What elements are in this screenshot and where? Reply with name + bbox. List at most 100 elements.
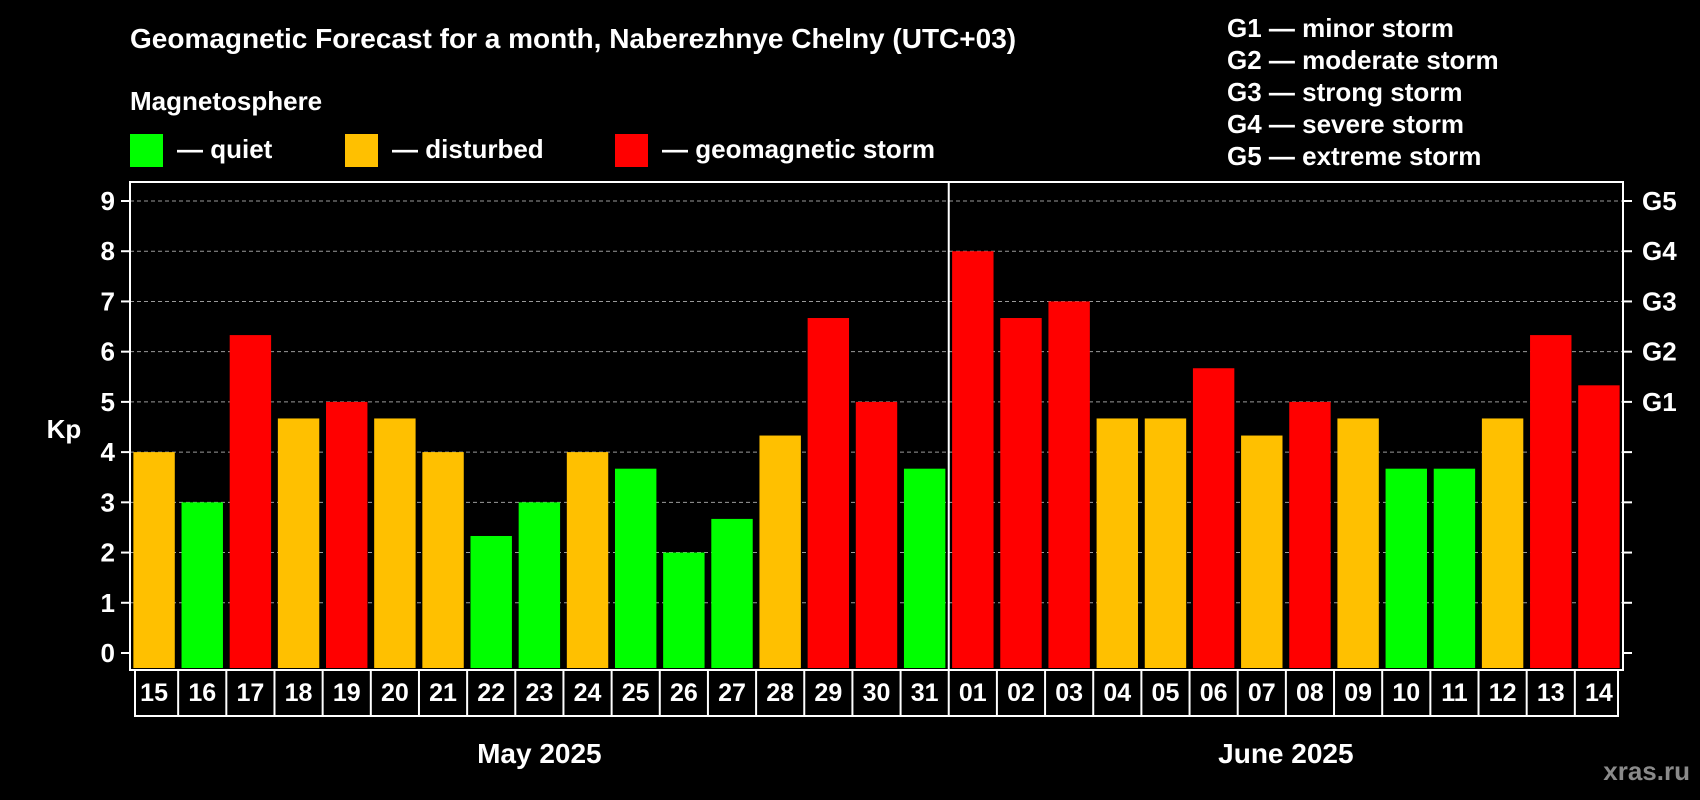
kp-bar xyxy=(277,418,320,668)
bars xyxy=(133,251,1620,668)
month-label: May 2025 xyxy=(477,738,602,769)
day-label: 26 xyxy=(670,679,698,707)
watermark: xras.ru xyxy=(1603,756,1690,786)
day-label: 21 xyxy=(429,679,457,707)
month-labels: May 2025 June 2025 xyxy=(477,738,1353,769)
kp-bar xyxy=(855,401,898,668)
kp-bar xyxy=(1530,335,1572,668)
y-tick-label: 8 xyxy=(101,236,115,266)
y-tick-label: 6 xyxy=(101,337,115,367)
y-axis-ticks: 0 1 2 3 4 5 6 7 8 9 xyxy=(101,186,1632,668)
kp-bar xyxy=(1289,401,1331,668)
kp-bar xyxy=(470,535,512,668)
storm-scale-item: G5 — extreme storm xyxy=(1227,141,1481,171)
legend-title: Magnetosphere xyxy=(130,86,322,116)
kp-bar xyxy=(952,251,994,668)
kp-bar xyxy=(1578,385,1620,668)
kp-bar xyxy=(663,552,705,668)
kp-bar xyxy=(759,435,801,668)
kp-bar xyxy=(1385,468,1427,668)
legend: — quiet — disturbed — geomagnetic storm xyxy=(130,134,935,167)
kp-bar xyxy=(1048,301,1090,668)
y-tick-label: 9 xyxy=(101,186,115,216)
kp-bar xyxy=(422,452,464,668)
legend-swatch xyxy=(615,134,648,167)
day-label: 28 xyxy=(766,679,794,707)
month-label: June 2025 xyxy=(1218,738,1353,769)
kp-bar xyxy=(1337,418,1379,668)
kp-bar xyxy=(326,401,368,668)
day-label: 17 xyxy=(236,679,264,707)
day-label: 29 xyxy=(814,679,842,707)
day-label: 12 xyxy=(1489,679,1517,707)
day-label: 30 xyxy=(863,679,891,707)
day-label: 11 xyxy=(1441,679,1468,707)
kp-bar xyxy=(566,452,609,668)
day-label: 08 xyxy=(1296,679,1324,707)
kp-bar xyxy=(903,468,946,668)
kp-bar xyxy=(181,502,223,668)
y-tick-label: 3 xyxy=(101,487,115,517)
kp-bar xyxy=(1000,318,1042,668)
storm-level-label: G1 xyxy=(1642,387,1677,417)
storm-scale-item: G2 — moderate storm xyxy=(1227,45,1499,75)
kp-bar xyxy=(374,418,416,668)
storm-level-label: G5 xyxy=(1642,186,1677,216)
y-axis-label: Kp xyxy=(47,414,82,444)
kp-bar xyxy=(807,318,850,668)
day-label: 20 xyxy=(381,679,409,707)
day-label: 23 xyxy=(525,679,553,707)
day-labels: 15 16 17 18 19 20 21 22 23 24 25 26 27 28 29 30 31 01 02 03… xyxy=(134,669,1619,717)
right-axis-storm-levels: G1 G2 G3 G4 G5 xyxy=(1642,186,1677,417)
day-label: 03 xyxy=(1055,679,1083,707)
day-label: 02 xyxy=(1007,679,1035,707)
day-label: 01 xyxy=(959,679,987,707)
y-tick-label: 1 xyxy=(101,588,115,618)
day-label-box xyxy=(134,669,1619,717)
day-label: 31 xyxy=(911,679,939,707)
legend-swatch xyxy=(130,134,163,167)
kp-bar xyxy=(1096,418,1139,668)
day-label: 27 xyxy=(718,679,746,707)
legend-label: — geomagnetic storm xyxy=(662,134,935,164)
y-tick-label: 4 xyxy=(101,437,116,467)
kp-bar xyxy=(1481,418,1524,668)
kp-bar xyxy=(614,468,657,668)
storm-level-label: G2 xyxy=(1642,337,1677,367)
y-tick-label: 2 xyxy=(101,538,115,568)
kp-bar xyxy=(133,452,175,668)
day-label: 15 xyxy=(140,679,168,707)
y-tick-label: 5 xyxy=(101,387,115,417)
day-label: 16 xyxy=(188,679,216,707)
day-label: 07 xyxy=(1248,679,1276,707)
day-label: 22 xyxy=(477,679,505,707)
storm-scale-item: G4 — severe storm xyxy=(1227,109,1464,139)
day-label: 24 xyxy=(574,679,602,707)
storm-level-label: G4 xyxy=(1642,236,1677,266)
storm-level-label: G3 xyxy=(1642,286,1677,316)
legend-swatch xyxy=(345,134,378,167)
day-label: 10 xyxy=(1392,679,1420,707)
kp-bar xyxy=(1241,435,1283,668)
day-label: 09 xyxy=(1344,679,1372,707)
storm-scale-item: G1 — minor storm xyxy=(1227,13,1454,43)
day-label: 06 xyxy=(1200,679,1228,707)
storm-scale-item: G3 — strong storm xyxy=(1227,77,1462,107)
kp-bar xyxy=(518,502,561,668)
day-label: 18 xyxy=(285,679,313,707)
kp-bar xyxy=(1433,468,1476,668)
day-label: 14 xyxy=(1585,679,1613,707)
day-label: 13 xyxy=(1537,679,1565,707)
day-label: 05 xyxy=(1152,679,1180,707)
kp-bar xyxy=(1192,368,1235,668)
day-label: 19 xyxy=(333,679,361,707)
legend-label: — quiet xyxy=(177,134,273,164)
kp-bar xyxy=(229,335,272,668)
chart-title: Geomagnetic Forecast for a month, Nabere… xyxy=(130,23,1016,54)
kp-bar xyxy=(711,518,753,668)
day-label: 04 xyxy=(1103,679,1131,707)
y-tick-label: 7 xyxy=(101,286,115,316)
kp-bar xyxy=(1144,418,1187,668)
